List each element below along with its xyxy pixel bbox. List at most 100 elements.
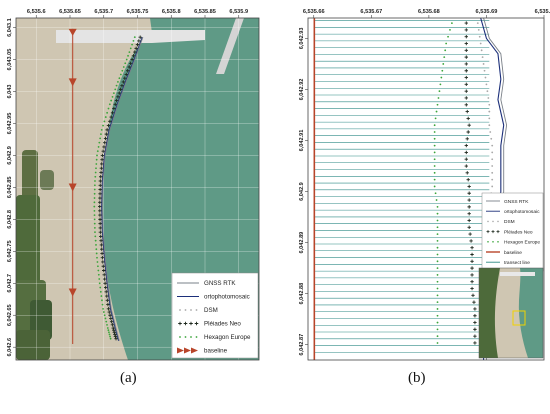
b-hexagon-europe-marker bbox=[433, 178, 436, 181]
b-dsm-marker bbox=[488, 124, 491, 127]
legend-b-label: ortophotomosaic bbox=[504, 209, 540, 215]
inset-study-area-box bbox=[512, 310, 526, 326]
y-tick-label: 6,042.91 bbox=[299, 130, 305, 152]
a-pleiades-neo-marker bbox=[98, 187, 102, 192]
b-dsm-marker bbox=[490, 137, 493, 140]
b-pleiades-neo-marker bbox=[464, 21, 468, 25]
b-hexagon-europe-marker bbox=[445, 42, 448, 45]
a-pleiades-neo-marker bbox=[99, 238, 103, 243]
a-hexagon-europe-marker bbox=[93, 205, 96, 208]
a-hexagon-europe-marker bbox=[93, 188, 96, 191]
y-tick-label: 6,042.9 bbox=[299, 182, 305, 201]
b-hexagon-europe-marker bbox=[433, 151, 436, 154]
a-hexagon-europe-marker bbox=[115, 84, 118, 87]
inset-sea bbox=[518, 268, 543, 358]
a-hexagon-europe-marker bbox=[99, 290, 102, 293]
a-hexagon-europe-marker bbox=[94, 180, 96, 182]
a-pleiades-neo-marker bbox=[99, 243, 104, 247]
a-pleiades-neo-marker bbox=[111, 326, 115, 330]
a-pleiades-neo-marker bbox=[107, 310, 111, 314]
a-hexagon-europe-marker bbox=[111, 95, 114, 98]
vegetation-patch bbox=[16, 195, 40, 285]
b-pleiades-neo-marker bbox=[473, 327, 477, 332]
y-tick-label: 6,043.1 bbox=[7, 18, 13, 37]
jetty bbox=[216, 18, 244, 74]
vegetation-patch bbox=[40, 170, 54, 190]
b-dsm-marker bbox=[488, 103, 491, 106]
a-pleiades-neo-marker bbox=[105, 298, 110, 303]
b-pleiades-neo-marker bbox=[470, 273, 474, 277]
legend-a-label: Hexagon Europe bbox=[204, 334, 251, 341]
map-grid bbox=[16, 18, 259, 360]
legend-b-swatch bbox=[487, 241, 489, 243]
b-dsm-marker bbox=[489, 131, 492, 133]
b-pleiades-neo-marker bbox=[470, 252, 474, 257]
legend-a-label: Pléiades Neo bbox=[204, 321, 241, 328]
a-hexagon-europe-marker bbox=[119, 73, 122, 76]
a-hexagon-europe-marker bbox=[98, 278, 101, 280]
a-hexagon-europe-marker bbox=[93, 201, 96, 204]
b-hexagon-europe-marker bbox=[451, 22, 453, 25]
b-pleiades-neo-marker bbox=[465, 109, 469, 114]
legend-a-swatch bbox=[184, 309, 187, 311]
b-dsm-marker bbox=[491, 151, 494, 154]
b-pleiades-neo-marker bbox=[464, 69, 468, 73]
b-pleiades-neo-marker bbox=[464, 157, 468, 161]
a-pleiades-neo-marker bbox=[105, 294, 109, 298]
a-hexagon-europe-marker bbox=[133, 36, 136, 39]
panel-b-ticks: 6,535.66 6,535.67 6,535.68 6,535.69 6,535.7 6… bbox=[299, 9, 550, 356]
a-pleiades-neo-marker bbox=[112, 328, 116, 332]
a-pleiades-neo-marker bbox=[98, 213, 102, 217]
legend-a-swatch bbox=[183, 321, 188, 326]
a-pleiades-neo-marker bbox=[123, 76, 127, 80]
b-hexagon-europe-marker bbox=[436, 308, 439, 310]
x-tick-label: 6,535.9 bbox=[229, 9, 248, 15]
a-pleiades-neo-marker bbox=[109, 115, 113, 119]
legend-a-swatch bbox=[190, 336, 192, 338]
a-pleiades-neo-marker bbox=[101, 149, 105, 153]
a-hexagon-europe-marker bbox=[95, 248, 98, 251]
a-pleiades-neo-marker bbox=[98, 221, 102, 226]
b-pleiades-neo-marker bbox=[473, 307, 477, 311]
a-pleiades-neo-marker bbox=[98, 192, 102, 196]
a-hexagon-europe-marker bbox=[93, 192, 96, 195]
a-pleiades-neo-marker bbox=[135, 42, 140, 47]
legend-a-swatch bbox=[178, 321, 182, 326]
a-hexagon-europe-marker bbox=[95, 163, 98, 165]
b-pleiades-neo-marker bbox=[473, 341, 477, 345]
a-pleiades-neo-marker bbox=[137, 39, 141, 43]
a-pleiades-neo-marker bbox=[102, 277, 107, 281]
a-baseline-arrowhead bbox=[68, 28, 77, 36]
b-hexagon-europe-marker bbox=[440, 76, 443, 79]
a-hexagon-europe-marker bbox=[94, 171, 97, 174]
a-pleiades-neo-marker bbox=[103, 285, 108, 290]
b-pleiades-neo-marker bbox=[465, 171, 469, 175]
x-tick-label: 6,535.65 bbox=[59, 9, 81, 15]
b-pleiades-neo-marker bbox=[471, 293, 475, 298]
a-baseline-arrowhead bbox=[68, 288, 77, 297]
a-hexagon-europe-marker bbox=[108, 333, 111, 336]
b-pleiades-neo-marker bbox=[473, 314, 477, 318]
legend-b-swatch bbox=[492, 241, 494, 243]
a-hexagon-europe-marker bbox=[93, 184, 96, 187]
b-hexagon-europe-marker bbox=[436, 246, 439, 249]
y-tick-label: 6,042.8 bbox=[7, 210, 13, 229]
b-dsm-marker bbox=[488, 117, 491, 120]
a-pleiades-neo-marker bbox=[103, 140, 107, 145]
x-tick-label: 6,535.7 bbox=[94, 9, 113, 15]
a-hexagon-europe-marker bbox=[131, 43, 134, 46]
b-dsm-marker bbox=[485, 83, 488, 86]
a-hexagon-europe-marker bbox=[107, 329, 110, 332]
a-pleiades-neo-marker bbox=[102, 145, 106, 149]
a-pleiades-neo-marker bbox=[98, 209, 102, 213]
pier bbox=[56, 30, 205, 43]
a-pleiades-neo-marker bbox=[98, 196, 102, 200]
legend-b-label: transect line bbox=[504, 260, 530, 266]
a-pleiades-neo-marker bbox=[99, 166, 104, 170]
x-tick-label: 6,535.85 bbox=[194, 9, 216, 15]
a-hexagon-europe-marker bbox=[100, 295, 103, 297]
b-pleiades-neo-marker bbox=[467, 123, 471, 127]
a-hexagon-europe-marker bbox=[99, 286, 102, 289]
panel-b-frame bbox=[307, 17, 545, 361]
